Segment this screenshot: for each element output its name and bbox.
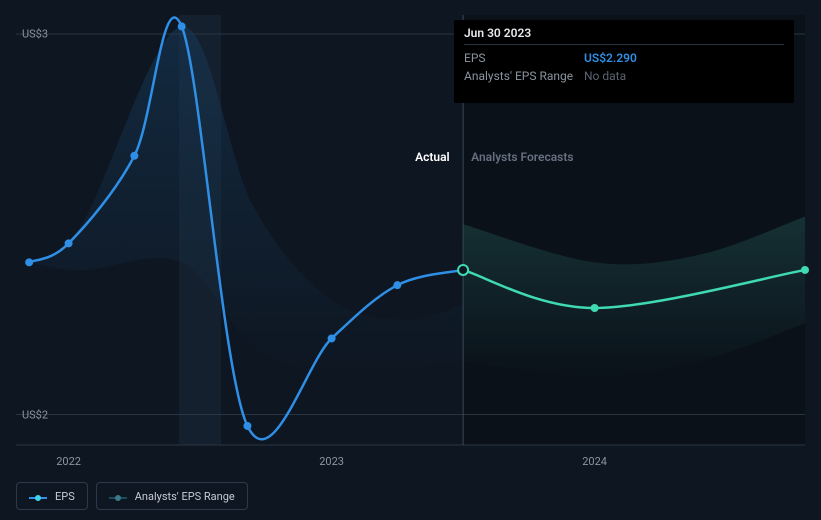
x-axis-label: 2023 — [319, 455, 344, 468]
tooltip-row: EPS US$2.290 — [464, 49, 784, 67]
region-label-forecast: Analysts Forecasts — [471, 150, 573, 164]
region-label-actual: Actual — [415, 150, 450, 164]
legend-item-eps[interactable]: EPS — [16, 482, 88, 510]
tooltip-value: US$2.290 — [584, 49, 637, 67]
tooltip-key: Analysts' EPS Range — [464, 67, 584, 85]
legend: EPS Analysts' EPS Range — [16, 482, 248, 510]
legend-swatch-range-icon — [109, 492, 127, 500]
eps-chart: { "chart": { "type": "line", "width": 82… — [0, 0, 821, 520]
legend-item-range[interactable]: Analysts' EPS Range — [96, 482, 248, 510]
tooltip-date: Jun 30 2023 — [464, 26, 784, 45]
tooltip-value: No data — [584, 67, 626, 85]
x-axis-label: 2022 — [56, 455, 81, 468]
tooltip-key: EPS — [464, 49, 584, 67]
legend-label: Analysts' EPS Range — [135, 490, 235, 503]
x-axis-label: 2024 — [582, 455, 607, 468]
y-axis-label: US$2 — [22, 408, 48, 421]
tooltip-row: Analysts' EPS Range No data — [464, 67, 784, 85]
legend-swatch-eps-icon — [29, 492, 47, 500]
tooltip: Jun 30 2023 EPS US$2.290 Analysts' EPS R… — [454, 20, 794, 103]
legend-label: EPS — [55, 490, 75, 503]
y-axis-label: US$3 — [22, 28, 48, 41]
